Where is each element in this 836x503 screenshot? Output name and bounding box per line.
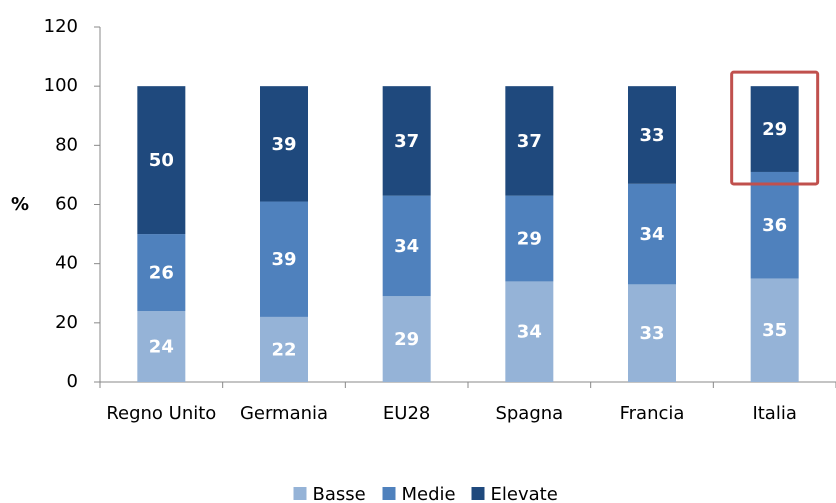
bar-segment bbox=[505, 281, 554, 382]
bar-segment bbox=[505, 195, 554, 282]
x-tick-label: Spagna bbox=[495, 403, 564, 424]
data-label: 36 bbox=[762, 215, 787, 236]
legend-label: Basse bbox=[313, 484, 366, 503]
data-label: 37 bbox=[394, 131, 419, 152]
x-tick-label: Italia bbox=[752, 403, 797, 424]
y-tick-label: 60 bbox=[55, 194, 78, 215]
data-label: 33 bbox=[639, 125, 664, 146]
bar-segment bbox=[750, 171, 799, 279]
y-tick-label: 120 bbox=[44, 16, 78, 37]
x-tick-label: Regno Unito bbox=[106, 403, 217, 424]
bar-segment bbox=[628, 284, 676, 382]
bar-segment bbox=[628, 183, 676, 285]
y-axis-label: % bbox=[11, 194, 29, 215]
bar-segment bbox=[137, 234, 186, 311]
y-tick-label: 40 bbox=[55, 253, 78, 274]
data-label: 34 bbox=[394, 236, 419, 257]
x-tick-label: Francia bbox=[619, 403, 685, 424]
bar-segment bbox=[382, 195, 431, 297]
y-tick-label: 0 bbox=[67, 371, 78, 392]
bar-segment bbox=[260, 86, 308, 202]
legend-label: Elevate bbox=[491, 484, 558, 503]
bar-segment bbox=[382, 296, 431, 382]
data-label: 26 bbox=[149, 263, 174, 284]
data-label: 24 bbox=[149, 337, 174, 358]
bar-segment bbox=[260, 201, 308, 317]
legend-marker bbox=[293, 487, 307, 500]
bar-segment bbox=[137, 86, 186, 235]
data-label: 29 bbox=[394, 329, 419, 350]
x-tick-label: EU28 bbox=[382, 403, 431, 424]
data-label: 37 bbox=[517, 131, 542, 152]
data-label: 29 bbox=[517, 229, 542, 250]
data-label: 34 bbox=[639, 224, 664, 245]
bar-segment bbox=[137, 311, 186, 382]
y-tick-label: 20 bbox=[55, 312, 78, 333]
data-label: 39 bbox=[271, 134, 296, 155]
data-label: 34 bbox=[517, 322, 542, 343]
data-label: 35 bbox=[762, 320, 787, 341]
data-label: 22 bbox=[271, 339, 296, 360]
bar-segment bbox=[750, 278, 799, 382]
legend-marker bbox=[382, 487, 396, 500]
legend-marker bbox=[471, 487, 485, 500]
y-tick-label: 80 bbox=[55, 134, 78, 155]
data-label: 39 bbox=[271, 249, 296, 270]
bar-segment bbox=[750, 86, 799, 172]
bar-segment bbox=[505, 86, 554, 196]
bar-segment bbox=[628, 86, 676, 184]
data-label: 33 bbox=[639, 323, 664, 344]
data-label: 50 bbox=[149, 150, 174, 171]
highlight-box bbox=[730, 70, 820, 186]
bar-segment bbox=[382, 86, 431, 196]
bar-segment bbox=[260, 316, 308, 382]
data-label: 29 bbox=[762, 119, 787, 140]
legend-label: Medie bbox=[402, 484, 456, 503]
x-tick-label: Germania bbox=[239, 403, 329, 424]
y-tick-label: 100 bbox=[44, 75, 78, 96]
